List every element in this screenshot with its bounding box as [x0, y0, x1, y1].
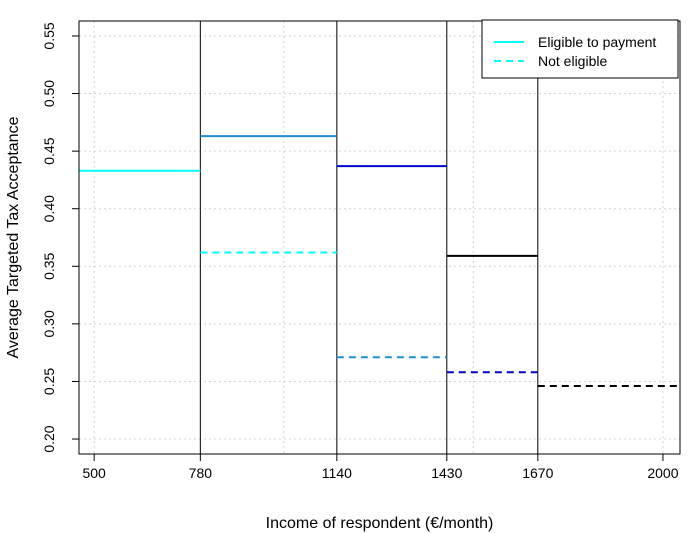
x-tick-label: 1670: [522, 465, 553, 481]
y-tick-label: 0.50: [41, 80, 57, 107]
x-tick-label: 1430: [431, 465, 462, 481]
y-tick-label: 0.30: [41, 310, 57, 337]
grid: [79, 21, 680, 454]
x-tick-label: 2000: [647, 465, 678, 481]
plot-border: [78, 20, 681, 455]
y-tick-label: 0.55: [41, 22, 57, 49]
y-tick-label: 0.40: [41, 195, 57, 222]
y-tick-label: 0.20: [41, 425, 57, 452]
legend-label: Eligible to payment: [538, 34, 656, 50]
x-tick-label: 500: [82, 465, 106, 481]
x-tick-label: 780: [189, 465, 213, 481]
legend: Eligible to payment Not eligible: [481, 19, 679, 79]
legend-box: [481, 19, 679, 79]
legend-label: Not eligible: [538, 53, 607, 69]
y-tick-label: 0.45: [41, 137, 57, 164]
y-axis-title: Average Targeted Tax Acceptance: [5, 116, 22, 358]
group-boundaries: [199, 21, 539, 454]
y-tick-label: 0.25: [41, 368, 57, 395]
y-tick-label: 0.35: [41, 252, 57, 279]
x-tick-label: 1140: [322, 465, 352, 481]
x-axis-title: Income of respondent (€/month): [266, 515, 494, 532]
x-axis: 500 780 1140 1430 1670 2000: [82, 454, 679, 481]
y-axis: 0.20 0.25 0.30 0.35 0.40 0.45 0.50 0.55: [41, 22, 79, 453]
series-segments: [79, 135, 680, 388]
